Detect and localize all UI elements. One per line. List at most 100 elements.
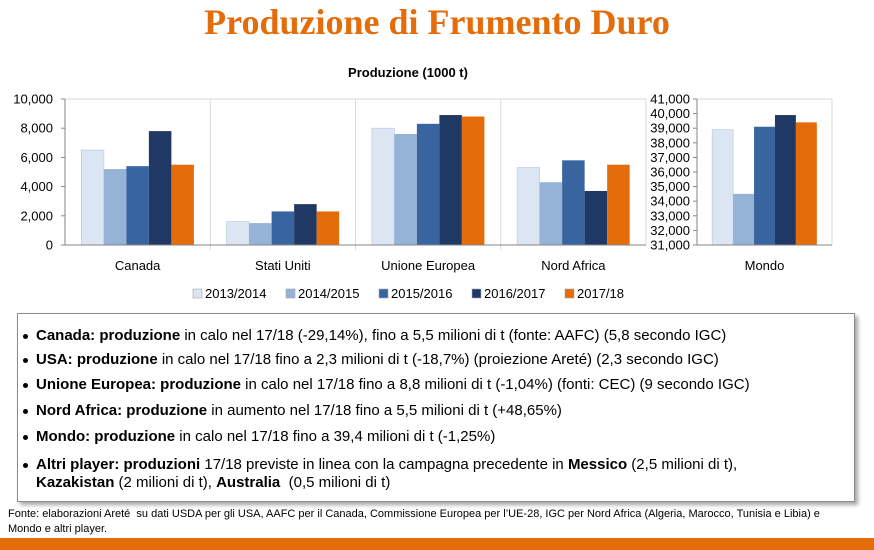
- notes-box: Canada: produzione in calo nel 17/18 (-2…: [17, 313, 855, 502]
- bullet-icon: [23, 358, 28, 363]
- bullet-item-2: USA: produzione in calo nel 17/18 fino a…: [18, 351, 854, 369]
- bullet-bold-text: Messico: [567, 456, 628, 473]
- bullet-text-line: Mondo: produzione in calo nel 17/18 fino…: [36, 428, 495, 446]
- bar-canada-2017-18: [171, 164, 194, 245]
- chart-panel-1: Canada Stati Uniti Unione Europea Nord Afri…: [13, 92, 647, 273]
- bullet-text: in calo nel 17/18 fino a 2,3 milioni di …: [157, 351, 719, 368]
- bullet-text: in calo nel 17/18 fino a 39,4 milioni di…: [175, 428, 496, 445]
- bullet-icon: [23, 409, 28, 414]
- bar-stati-uniti-2016-2017: [294, 204, 317, 245]
- y-tick-label: 31,000: [650, 238, 690, 253]
- bullet-icon: [23, 334, 28, 339]
- bar-mondo-2015-2016: [754, 126, 775, 245]
- bar-stati-uniti-2013-2014: [226, 221, 250, 246]
- y-tick-label: 4,000: [20, 179, 53, 194]
- y-tick-label: 0: [46, 238, 53, 253]
- bar-canada-2014-2015: [103, 169, 127, 245]
- bullet-text-line: Altri player: produzioni 17/18 previste …: [36, 456, 737, 474]
- bullet-text-line: Canada: produzione in calo nel 17/18 (-2…: [36, 327, 726, 345]
- legend-label: 2014/2015: [298, 286, 359, 301]
- bottom-accent-bar: [0, 538, 874, 550]
- bullet-bold-text: Nord Africa: produzione: [36, 402, 208, 419]
- y-tick-label: 41,000: [650, 92, 690, 107]
- bullet-icon: [23, 383, 28, 388]
- legend-label: 2016/2017: [484, 286, 545, 301]
- bullet-text: (2 milioni di t),: [114, 474, 217, 491]
- bullet-icon: [23, 463, 28, 468]
- y-tick-label: 10,000: [13, 92, 53, 107]
- y-tick-label: 35,000: [650, 179, 690, 194]
- bar-mondo-2017-18: [795, 122, 817, 245]
- bullet-text: in aumento nel 17/18 fino a 5,5 milioni …: [207, 402, 562, 419]
- bar-stati-uniti-2017-18: [316, 211, 340, 245]
- y-tick-label: 32,000: [650, 223, 690, 238]
- legend-swatch: [564, 288, 575, 299]
- legend-label: 2013/2014: [205, 286, 266, 301]
- y-tick-label: 34,000: [650, 194, 690, 209]
- bar-stati-uniti-2014-2015: [249, 223, 272, 245]
- legend-item-2017-18: 2017/18: [564, 286, 624, 301]
- bar-mondo-2013-2014: [711, 129, 734, 246]
- bullet-bold-text: Unione Europea: produzione: [36, 376, 241, 393]
- bullet-item-4: Nord Africa: produzione in aumento nel 1…: [18, 402, 854, 420]
- category-label-unione-europea: Unione Europea: [381, 258, 476, 273]
- category-label-nord-africa: Nord Africa: [541, 258, 606, 273]
- source-line: Fonte: elaborazioni Areté su dati USDA p…: [8, 508, 820, 520]
- bullet-text: in calo nel 17/18 (-29,14%), fino a 5,5 …: [180, 327, 727, 344]
- bullet-item-1: Canada: produzione in calo nel 17/18 (-2…: [18, 327, 854, 345]
- bar-nord-africa-2017-18: [607, 164, 630, 245]
- bullet-text: (0,5 milioni di t): [280, 474, 391, 491]
- bar-unione-europea-2015-2016: [416, 123, 440, 245]
- bar-nord-africa-2016-2017: [584, 190, 608, 245]
- y-tick-label: 2,000: [20, 208, 53, 223]
- bar-unione-europea-2016-2017: [439, 115, 462, 245]
- legend-swatch: [285, 288, 296, 299]
- legend-item-2016-2017: 2016/2017: [471, 286, 545, 301]
- y-tick-label: 37,000: [650, 150, 690, 165]
- y-tick-label: 38,000: [650, 135, 690, 150]
- bullet-item-5: Mondo: produzione in calo nel 17/18 fino…: [18, 428, 854, 446]
- category-label-canada: Canada: [115, 258, 161, 273]
- bullet-icon: [23, 435, 28, 440]
- bar-stati-uniti-2015-2016: [271, 211, 295, 245]
- bullet-bold-text: Altri player: produzioni: [36, 456, 201, 473]
- legend-swatch: [378, 288, 389, 299]
- bar-nord-africa-2014-2015: [539, 182, 563, 245]
- source-note: Fonte: elaborazioni Areté su dati USDA p…: [8, 507, 868, 537]
- bar-unione-europea-2013-2014: [371, 127, 395, 246]
- bullet-item-3: Unione Europea: produzione in calo nel 1…: [18, 376, 854, 394]
- bar-unione-europea-2014-2015: [394, 134, 417, 245]
- y-tick-label: 36,000: [650, 165, 690, 180]
- bullet-text-line: Unione Europea: produzione in calo nel 1…: [36, 376, 750, 394]
- bullet-bold-text: Canada: produzione: [36, 327, 181, 344]
- source-line: Mondo e altri player.: [8, 523, 108, 535]
- legend-swatch: [192, 288, 203, 299]
- bullet-bold-text: Mondo: produzione: [36, 428, 176, 445]
- bar-mondo-2016-2017: [774, 115, 796, 245]
- category-label-stati-uniti: Stati Uniti: [255, 258, 311, 273]
- bullet-text-line: USA: produzione in calo nel 17/18 fino a…: [36, 351, 719, 369]
- legend-item-2015-2016: 2015/2016: [378, 286, 452, 301]
- bullet-bold-text: Kazakistan: [36, 474, 115, 491]
- legend-item-2013-2014: 2013/2014: [192, 286, 266, 301]
- chart-legend: 2013/2014 2014/2015 2015/2016 2016/2017 2017…: [192, 286, 624, 301]
- slide-title: Produzione di Frumento Duro: [204, 2, 670, 42]
- legend-label: 2017/18: [577, 286, 624, 301]
- bar-canada-2013-2014: [80, 149, 105, 246]
- bar-canada-2015-2016: [126, 166, 149, 245]
- bullet-text: in calo nel 17/18 fino a 8,8 milioni di …: [241, 376, 750, 393]
- bullet-bold-text: Australia: [216, 474, 281, 491]
- bar-nord-africa-2013-2014: [516, 167, 540, 246]
- bullet-bold-text: USA: produzione: [36, 351, 158, 368]
- bullet-text: (2,5 milioni di t),: [627, 456, 738, 473]
- bar-unione-europea-2017-18: [461, 116, 485, 246]
- bullet-text: 17/18 previste in linea con la campagna …: [200, 456, 568, 473]
- y-tick-label: 39,000: [650, 121, 690, 136]
- category-label-mondo: Mondo: [745, 258, 785, 273]
- bar-nord-africa-2015-2016: [562, 160, 585, 245]
- chart-panel-2: Mondo 31,00032,00033,00034,00035,00036,00…: [650, 92, 833, 273]
- legend-item-2014-2015: 2014/2015: [285, 286, 359, 301]
- y-tick-label: 8,000: [20, 121, 53, 136]
- y-tick-label: 40,000: [650, 106, 690, 121]
